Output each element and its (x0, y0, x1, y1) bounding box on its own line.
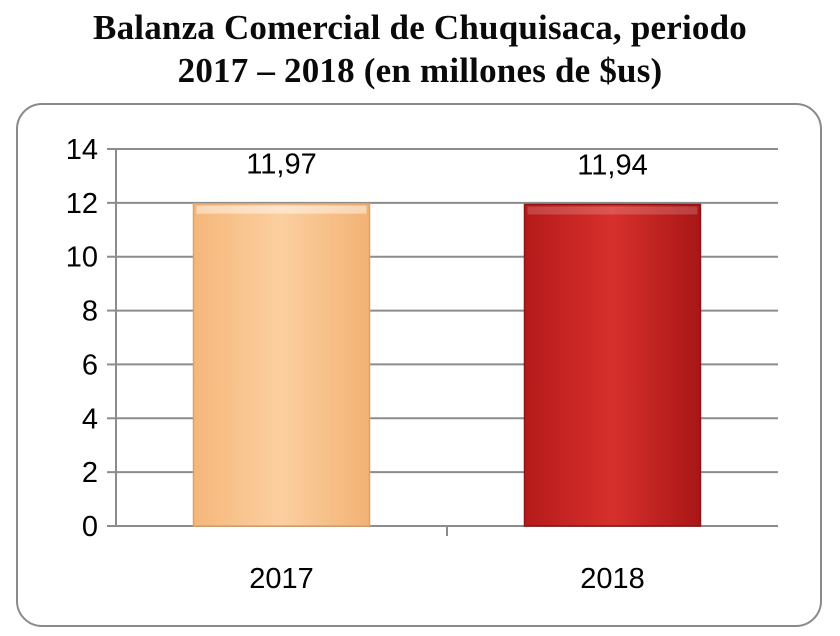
chart-title-line-2: 2017 – 2018 (en millones de $us) (177, 51, 663, 90)
y-tick-label-10: 10 (66, 242, 98, 274)
data-label-2018: 11,94 (577, 149, 647, 181)
data-label-2017: 11,97 (246, 149, 316, 181)
bar-highlight-2017 (196, 205, 367, 214)
bars (192, 202, 702, 527)
y-tick-label-4: 4 (82, 403, 98, 435)
y-tick-label-12: 12 (66, 188, 98, 220)
bar-2018 (523, 203, 702, 527)
y-tick-label-8: 8 (82, 296, 98, 328)
x-tick-label-2018: 2018 (580, 563, 645, 595)
y-tick-label-6: 6 (82, 349, 98, 381)
x-tick-labels: 2017 2018 (249, 563, 645, 595)
y-tick-label-0: 0 (82, 511, 98, 543)
y-tick-label-2: 2 (82, 457, 98, 489)
bar-2017 (192, 202, 371, 527)
y-tick-labels: 0 2 4 6 8 10 12 14 (66, 134, 98, 543)
x-tick-label-2017: 2017 (249, 563, 314, 595)
y-tick-label-14: 14 (66, 134, 98, 166)
data-labels: 11,97 11,94 (246, 149, 647, 182)
chart-title-line-1: Balanza Comercial de Chuquisaca, periodo (93, 8, 747, 47)
bar-highlight-2018 (527, 206, 698, 215)
chart-title: Balanza Comercial de Chuquisaca, periodo… (0, 6, 840, 92)
